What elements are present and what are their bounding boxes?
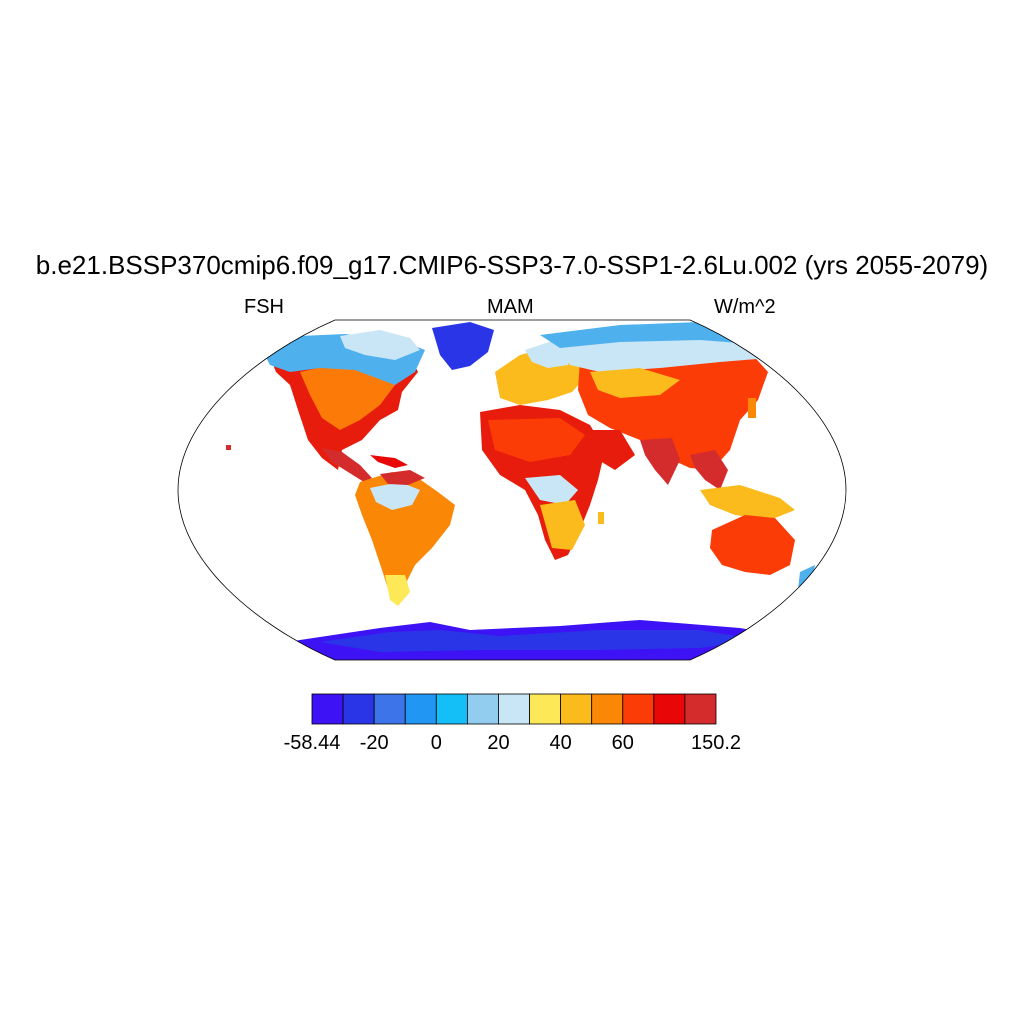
patagonia-region	[385, 575, 410, 606]
colorbar-swatch	[466, 693, 499, 725]
colorbar-swatch	[529, 693, 562, 725]
colorbar-swatch	[560, 693, 593, 725]
central-africa-region	[525, 475, 578, 505]
units-label: W/m^2	[714, 296, 776, 318]
colorbar-swatch	[498, 693, 530, 725]
season-label: MAM	[487, 296, 534, 318]
colorbar-tick-label: -58.44	[283, 732, 341, 754]
australia-region	[710, 515, 795, 575]
southeast-asia-region	[690, 450, 728, 490]
sahara-region	[488, 418, 585, 462]
south-america-north-coast	[380, 470, 425, 485]
colorbar-tick-label: 0	[430, 732, 442, 754]
japan-island	[748, 398, 756, 418]
central-asia-region	[590, 368, 680, 398]
colorbar-tick-label: -20	[359, 732, 389, 754]
colorbar-swatch	[653, 693, 686, 725]
colorbar-swatch	[311, 693, 344, 725]
arabia-region	[585, 430, 635, 470]
colorbar-swatch	[684, 693, 717, 725]
land-fill-layer	[178, 322, 846, 660]
colorbar	[311, 693, 717, 725]
new-zealand-region	[798, 565, 815, 590]
colorbar-swatch	[435, 693, 468, 725]
amazon-region	[370, 482, 420, 510]
arctic-islands	[340, 330, 420, 360]
greenland-region	[432, 322, 494, 370]
madagascar-island	[598, 512, 604, 524]
colorbar-swatch	[591, 693, 624, 725]
colorbar-swatch	[404, 693, 437, 725]
central-america-region	[322, 448, 372, 482]
variable-label: FSH	[244, 296, 284, 318]
caribbean-region	[370, 455, 408, 468]
map-title: b.e21.BSSP370cmip6.f09_g17.CMIP6-SSP3-7.…	[35, 250, 989, 280]
colorbar-tick-label: 20	[487, 732, 510, 754]
colorbar-swatch	[342, 693, 375, 725]
hawaii-island	[226, 445, 231, 450]
colorbar-tick-label: 150.2	[690, 732, 742, 754]
colorbar-tick-label: 40	[549, 732, 572, 754]
map-outline	[177, 319, 847, 661]
colorbar-swatch	[622, 693, 655, 725]
maritime-continent	[700, 485, 795, 520]
colorbar-tick-label: 60	[611, 732, 634, 754]
southern-africa-region	[540, 500, 585, 550]
north-america-mid	[300, 362, 395, 430]
antarctica-coast	[320, 630, 760, 652]
india-region	[640, 438, 680, 485]
colorbar-swatch	[373, 693, 406, 725]
